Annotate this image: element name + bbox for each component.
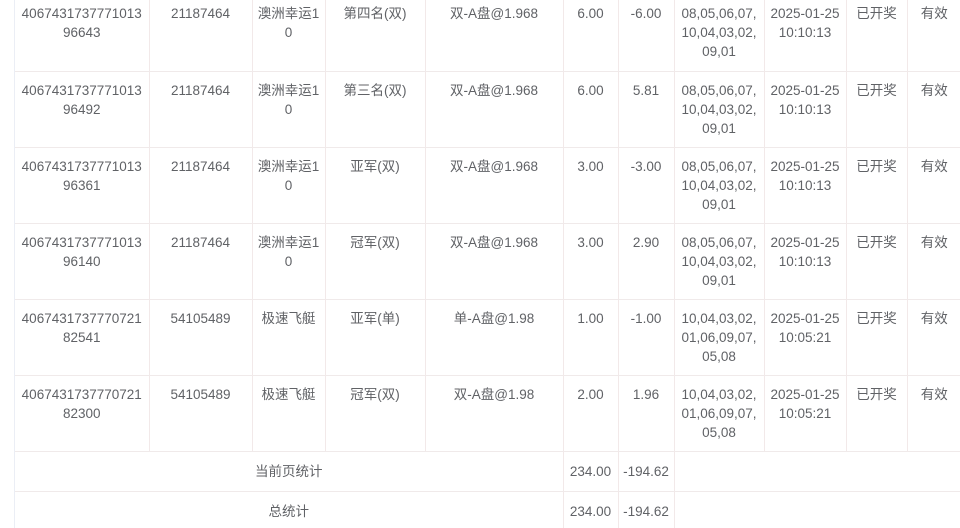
cell-validity: 有效 [907, 147, 960, 224]
cell-member-id: 21187464 [149, 71, 253, 148]
cell-game-name: 澳洲幸运10 [252, 223, 326, 300]
table-row[interactable]: 406743173777101396361 21187464 澳洲幸运10 亚军(双)… [15, 147, 960, 224]
cell-draw-status: 已开奖 [846, 223, 908, 300]
summary-blank [674, 491, 960, 528]
cell-profit: -6.00 [618, 0, 675, 72]
cell-validity: 有效 [907, 71, 960, 148]
summary-blank [674, 451, 960, 492]
cell-bet-content: 单-A盘@1.98 [425, 299, 564, 376]
bet-records-table-viewport[interactable]: 406743173777101396643 21187464 澳洲幸运10 第四名(双… [14, 0, 960, 528]
cell-bet-content: 双-A盘@1.968 [425, 0, 564, 72]
cell-bet-time: 2025-01-25 10:05:21 [764, 299, 847, 376]
cell-bet-time: 2025-01-25 10:10:13 [764, 0, 847, 72]
cell-member-id: 21187464 [149, 0, 253, 72]
cell-play-type: 冠军(双) [325, 223, 426, 300]
cell-member-id: 54105489 [149, 375, 253, 452]
cell-draw-numbers: 10,04,03,02,01,06,09,07,05,08 [674, 375, 765, 452]
summary-bet-amount: 234.00 [563, 491, 619, 528]
cell-bet-content: 双-A盘@1.98 [425, 375, 564, 452]
cell-order-id: 406743173777072182541 [15, 299, 150, 376]
summary-row: 总统计 234.00 -194.62 [15, 491, 960, 528]
summary-row: 当前页统计 234.00 -194.62 [15, 451, 960, 492]
cell-profit: 1.96 [618, 375, 675, 452]
cell-draw-numbers: 08,05,06,07,10,04,03,02,09,01 [674, 223, 765, 300]
cell-draw-status: 已开奖 [846, 71, 908, 148]
cell-validity: 有效 [907, 0, 960, 72]
cell-game-name: 极速飞艇 [252, 375, 326, 452]
cell-bet-time: 2025-01-25 10:10:13 [764, 223, 847, 300]
table-row[interactable]: 406743173777101396492 21187464 澳洲幸运10 第三名(双… [15, 71, 960, 148]
cell-order-id: 406743173777101396361 [15, 147, 150, 224]
summary-profit: -194.62 [618, 451, 675, 492]
summary-label: 当前页统计 [15, 451, 564, 492]
cell-bet-content: 双-A盘@1.968 [425, 223, 564, 300]
table-row[interactable]: 406743173777101396643 21187464 澳洲幸运10 第四名(双… [15, 0, 960, 72]
cell-bet-time: 2025-01-25 10:05:21 [764, 375, 847, 452]
summary-bet-amount: 234.00 [563, 451, 619, 492]
cell-profit: -3.00 [618, 147, 675, 224]
cell-member-id: 54105489 [149, 299, 253, 376]
cell-member-id: 21187464 [149, 223, 253, 300]
table-row[interactable]: 406743173777101396140 21187464 澳洲幸运10 冠军(双)… [15, 223, 960, 300]
summary-label: 总统计 [15, 491, 564, 528]
cell-bet-amount: 6.00 [563, 71, 619, 148]
cell-bet-content: 双-A盘@1.968 [425, 147, 564, 224]
cell-bet-amount: 1.00 [563, 299, 619, 376]
cell-order-id: 406743173777101396643 [15, 0, 150, 72]
cell-profit: -1.00 [618, 299, 675, 376]
cell-bet-content: 双-A盘@1.968 [425, 71, 564, 148]
cell-play-type: 第四名(双) [325, 0, 426, 72]
summary-profit: -194.62 [618, 491, 675, 528]
table-row[interactable]: 406743173777072182541 54105489 极速飞艇 亚军(单) 单-… [15, 299, 960, 376]
cell-bet-amount: 6.00 [563, 0, 619, 72]
cell-bet-amount: 3.00 [563, 223, 619, 300]
cell-play-type: 第三名(双) [325, 71, 426, 148]
cell-draw-status: 已开奖 [846, 147, 908, 224]
cell-validity: 有效 [907, 299, 960, 376]
cell-validity: 有效 [907, 375, 960, 452]
cell-draw-status: 已开奖 [846, 299, 908, 376]
cell-game-name: 极速飞艇 [252, 299, 326, 376]
cell-profit: 5.81 [618, 71, 675, 148]
cell-bet-amount: 3.00 [563, 147, 619, 224]
cell-order-id: 406743173777101396140 [15, 223, 150, 300]
cell-play-type: 亚军(单) [325, 299, 426, 376]
cell-game-name: 澳洲幸运10 [252, 0, 326, 72]
bet-records-table: 406743173777101396643 21187464 澳洲幸运10 第四名(双… [15, 0, 960, 528]
bet-records-body: 406743173777101396643 21187464 澳洲幸运10 第四名(双… [15, 0, 960, 528]
cell-bet-time: 2025-01-25 10:10:13 [764, 71, 847, 148]
cell-bet-time: 2025-01-25 10:10:13 [764, 147, 847, 224]
cell-play-type: 冠军(双) [325, 375, 426, 452]
cell-order-id: 406743173777072182300 [15, 375, 150, 452]
cell-play-type: 亚军(双) [325, 147, 426, 224]
cell-draw-numbers: 08,05,06,07,10,04,03,02,09,01 [674, 71, 765, 148]
cell-order-id: 406743173777101396492 [15, 71, 150, 148]
cell-member-id: 21187464 [149, 147, 253, 224]
cell-validity: 有效 [907, 223, 960, 300]
cell-draw-status: 已开奖 [846, 0, 908, 72]
cell-draw-numbers: 08,05,06,07,10,04,03,02,09,01 [674, 147, 765, 224]
cell-draw-numbers: 10,04,03,02,01,06,09,07,05,08 [674, 299, 765, 376]
cell-game-name: 澳洲幸运10 [252, 147, 326, 224]
cell-profit: 2.90 [618, 223, 675, 300]
cell-bet-amount: 2.00 [563, 375, 619, 452]
table-row[interactable]: 406743173777072182300 54105489 极速飞艇 冠军(双) 双-… [15, 375, 960, 452]
cell-draw-numbers: 08,05,06,07,10,04,03,02,09,01 [674, 0, 765, 72]
cell-draw-status: 已开奖 [846, 375, 908, 452]
cell-game-name: 澳洲幸运10 [252, 71, 326, 148]
